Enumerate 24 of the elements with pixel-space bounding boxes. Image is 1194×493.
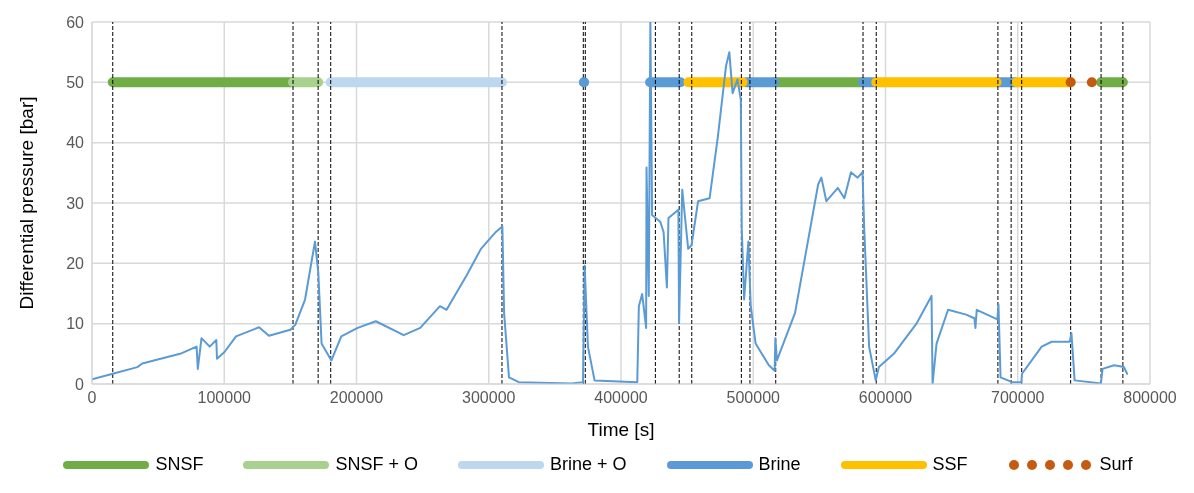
y-tick-label: 40 xyxy=(66,134,85,152)
legend-label: Brine xyxy=(758,454,801,475)
x-tick-label: 800000 xyxy=(1123,389,1177,407)
y-tick-label: 10 xyxy=(66,315,85,333)
x-tick-label: 100000 xyxy=(197,389,252,407)
legend-label: Surf xyxy=(1099,454,1133,475)
y-tick-label: 50 xyxy=(66,74,85,92)
legend-label: SSF xyxy=(932,454,968,475)
x-tick-label: 600000 xyxy=(858,389,913,407)
y-tick-label: 60 xyxy=(66,13,85,31)
x-tick-label: 0 xyxy=(87,389,97,407)
y-tick-label: 30 xyxy=(66,194,85,212)
legend-label: SNSF xyxy=(155,454,204,475)
x-axis-title: Time [s] xyxy=(587,419,655,440)
x-tick-label: 700000 xyxy=(991,389,1045,407)
x-tick-label: 500000 xyxy=(726,389,781,407)
legend-label: SNSF + O xyxy=(335,454,418,475)
y-axis-title: Differential pressure [bar] xyxy=(15,96,37,310)
legend-label: Brine + O xyxy=(549,454,627,475)
y-tick-label: 0 xyxy=(75,375,85,393)
x-tick-label: 300000 xyxy=(462,389,516,407)
x-tick-label: 400000 xyxy=(594,389,648,407)
y-tick-label: 20 xyxy=(66,255,85,273)
x-tick-label: 200000 xyxy=(329,389,384,407)
